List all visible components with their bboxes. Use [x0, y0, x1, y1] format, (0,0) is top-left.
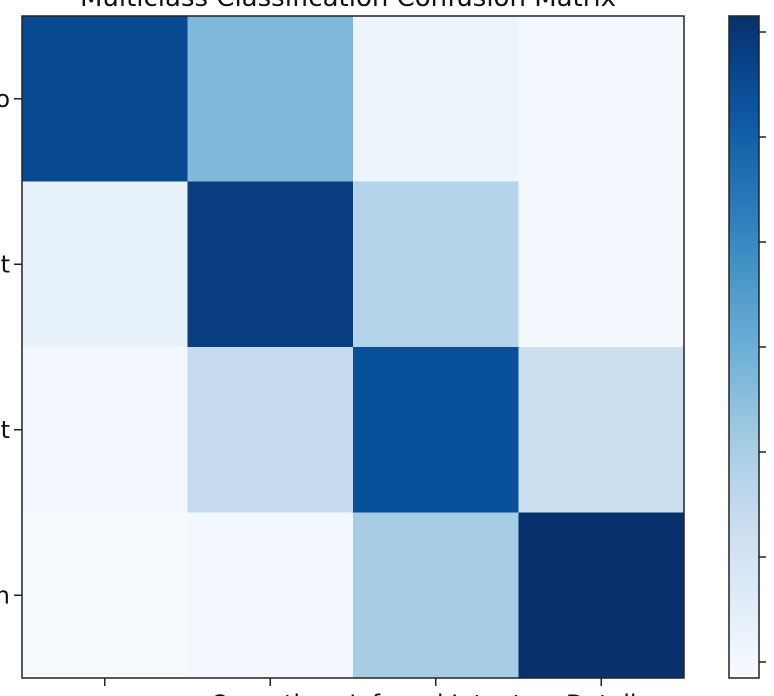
heatmap-cell-r0-c1 — [187, 16, 354, 182]
y-tick-label: n — [0, 581, 10, 609]
heatmap-cell-r0-c0 — [22, 16, 188, 182]
heatmap-cells — [22, 16, 685, 679]
heatmap-cell-r2-c3 — [518, 347, 685, 513]
colorbar-body — [728, 15, 760, 679]
colorbar — [728, 15, 766, 679]
heatmap-cell-r0-c2 — [353, 16, 519, 182]
axes-frame — [21, 15, 685, 679]
heatmap-cell-r3-c0 — [22, 512, 188, 679]
x-tick-label: Detail — [566, 690, 637, 696]
axis-ticks: o t t n Operation Inferred Intent Detail — [0, 85, 637, 696]
heatmap-cell-r2-c0 — [22, 347, 188, 513]
heatmap-cell-r1-c2 — [353, 181, 519, 348]
heatmap-cell-r1-c3 — [518, 181, 685, 348]
heatmap-cell-r3-c1 — [187, 512, 354, 679]
heatmap-cell-r1-c1 — [187, 181, 354, 348]
y-tick-label: t — [1, 250, 10, 278]
heatmap-cell-r2-c2 — [353, 347, 519, 513]
heatmap-cell-r3-c2 — [353, 512, 519, 679]
y-tick-label: o — [0, 85, 10, 113]
chart-title: Multiclass Classification Confusion Matr… — [80, 0, 616, 13]
y-tick-label: t — [1, 416, 10, 444]
x-tick-label: Operation — [211, 690, 330, 696]
heatmap-cell-r0-c3 — [518, 16, 685, 182]
heatmap-cell-r3-c3 — [518, 512, 685, 679]
x-tick-label: Inferred Intent — [349, 690, 522, 696]
heatmap-cell-r1-c0 — [22, 181, 188, 348]
heatmap-cell-r2-c1 — [187, 347, 354, 513]
